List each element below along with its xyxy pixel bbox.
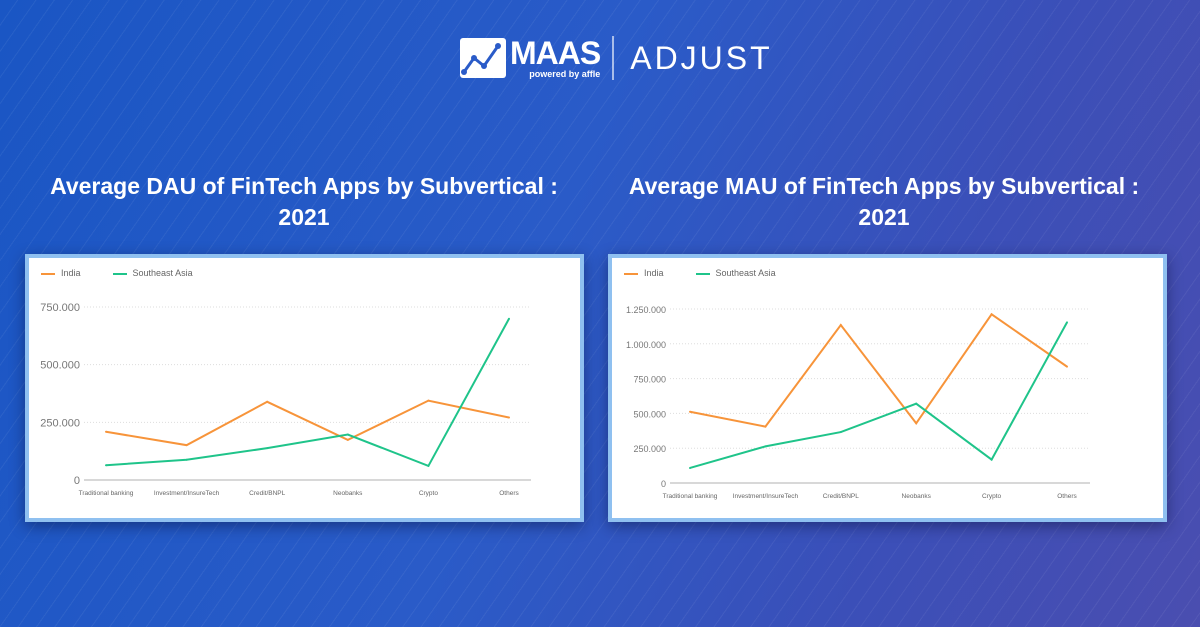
y-tick-label: 250.000 (40, 417, 80, 429)
series-line-southeast-asia (689, 321, 1068, 469)
chart-panel-mau: India Southeast Asia 0 250.000 500.000 750.00… (608, 254, 1167, 522)
data-point (1066, 365, 1068, 368)
x-tick-label: Investment/InsureTech (733, 493, 799, 500)
legend-label: Southeast Asia (715, 268, 776, 278)
y-tick-label: 0 (74, 475, 80, 487)
data-point (346, 433, 349, 436)
maas-logo-text: MAAS (510, 35, 601, 71)
x-tick-label: Investment/InsureTech (154, 490, 220, 497)
data-point (508, 317, 510, 320)
chart-title-dau: Average DAU of FinTech Apps by Subvertic… (50, 173, 558, 230)
x-tick-label: Credit/BNPL (823, 493, 860, 500)
data-point (185, 458, 188, 461)
legend-swatch (41, 272, 55, 275)
y-tick-label: 500.000 (633, 409, 666, 419)
data-point (764, 445, 767, 448)
legend-item[interactable]: India (624, 268, 664, 278)
y-tick-label: 1.250.000 (626, 305, 666, 315)
x-tick-label: Neobanks (902, 493, 932, 500)
data-point (427, 399, 430, 402)
x-tick-label: Crypto (982, 493, 1002, 500)
data-point (689, 410, 691, 413)
legend-swatch (695, 272, 710, 275)
x-tick-label: Others (1057, 493, 1077, 500)
data-point (427, 464, 430, 467)
chart-plot: 0 250.000 500.000 750.000 1.000.000 1.250.000… (626, 305, 1090, 500)
data-point (839, 324, 842, 327)
legend: India Southeast Asia (624, 268, 776, 278)
legend-label: Southeast Asia (132, 268, 193, 278)
data-point (508, 416, 510, 419)
logo-group: MAAS powered by affle ADJUST (460, 36, 773, 80)
legend: India Southeast Asia (41, 268, 193, 278)
chart-plot: 0 250.000 500.000 750.000 Traditional bankin… (40, 302, 531, 497)
data-point (764, 425, 767, 428)
data-point (105, 464, 107, 467)
x-tick-label: Crypto (419, 490, 439, 497)
adjust-logo-text: ADJUST (630, 39, 773, 76)
legend-item[interactable]: India (41, 268, 81, 278)
y-tick-label: 0 (661, 479, 666, 489)
legend-swatch (624, 272, 638, 275)
x-tick-label: Others (499, 490, 519, 497)
data-point (346, 438, 349, 441)
series-line-southeast-asia (105, 318, 510, 468)
series-line-india (105, 399, 510, 447)
y-tick-label: 500.000 (40, 360, 80, 372)
x-tick-label: Traditional banking (663, 493, 718, 500)
chart-title-mau: Average MAU of FinTech Apps by Subvertic… (628, 173, 1140, 230)
data-point (266, 400, 269, 403)
data-point (915, 422, 918, 425)
x-tick-label: Traditional banking (79, 490, 134, 497)
data-point (185, 444, 188, 447)
data-point (839, 431, 842, 434)
maas-logo-subtext: powered by affle (529, 69, 601, 79)
x-tick-label: Credit/BNPL (249, 490, 286, 497)
data-point (266, 447, 269, 450)
legend-label: India (61, 268, 81, 278)
logo-divider (612, 36, 615, 80)
y-tick-label: 250.000 (633, 444, 666, 454)
legend-item[interactable]: Southeast Asia (112, 268, 193, 278)
data-point (105, 430, 107, 433)
maas-chart-icon (460, 38, 506, 78)
y-tick-label: 750.000 (40, 302, 80, 314)
data-point (990, 313, 993, 316)
data-point (990, 458, 993, 461)
data-point (689, 466, 691, 469)
legend-swatch (112, 272, 127, 275)
data-point (1066, 321, 1068, 324)
series-line-india (689, 312, 1068, 428)
y-tick-label: 750.000 (633, 375, 666, 385)
legend-item[interactable]: Southeast Asia (695, 268, 776, 278)
legend-label: India (644, 268, 664, 278)
y-tick-label: 1.000.000 (626, 340, 666, 350)
chart-panel-dau: India Southeast Asia 0 250.000 500.000 750.00… (25, 254, 584, 522)
data-point (915, 402, 918, 405)
x-tick-label: Neobanks (333, 490, 363, 497)
